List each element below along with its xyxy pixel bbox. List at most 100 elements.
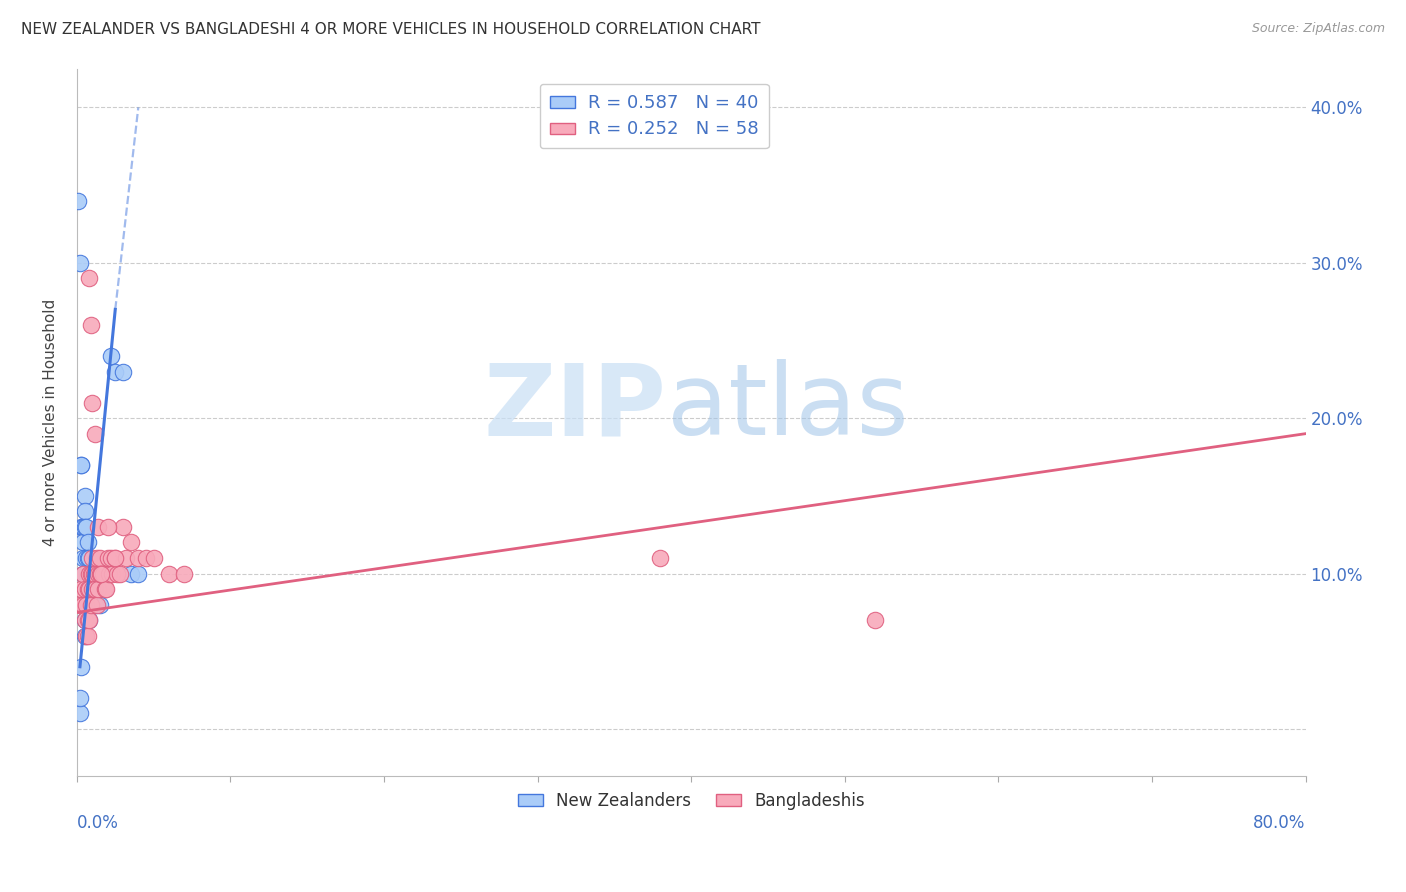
Point — [70, 582, 93, 596]
Point — [97, 520, 120, 534]
Point — [73, 598, 96, 612]
Point — [87, 520, 110, 534]
Point — [89, 598, 111, 612]
Point — [82, 582, 104, 596]
Point — [93, 582, 115, 596]
Point — [75, 598, 97, 612]
Point — [87, 582, 110, 596]
Point — [76, 629, 98, 643]
Point — [70, 659, 93, 673]
Point — [120, 535, 142, 549]
Point — [127, 551, 149, 566]
Point — [84, 582, 107, 596]
Point — [157, 566, 180, 581]
Point — [115, 551, 138, 566]
Point — [104, 551, 127, 566]
Point — [76, 598, 98, 612]
Point — [89, 566, 111, 581]
Point — [82, 598, 104, 612]
Point — [72, 598, 94, 612]
Point — [76, 535, 98, 549]
Point — [93, 582, 115, 596]
Point — [82, 551, 104, 566]
Point — [69, 256, 91, 270]
Point — [70, 520, 93, 534]
Point — [77, 566, 100, 581]
Point — [89, 551, 111, 566]
Point — [86, 551, 108, 566]
Text: 0.0%: 0.0% — [77, 814, 118, 832]
Point — [120, 566, 142, 581]
Point — [80, 566, 103, 581]
Point — [82, 566, 104, 581]
Point — [100, 551, 122, 566]
Point — [84, 426, 107, 441]
Point — [80, 598, 103, 612]
Point — [83, 566, 105, 581]
Point — [75, 551, 97, 566]
Legend: New Zealanders, Bangladeshis: New Zealanders, Bangladeshis — [510, 785, 872, 817]
Point — [76, 582, 98, 596]
Point — [73, 613, 96, 627]
Text: atlas: atlas — [666, 359, 908, 457]
Point — [105, 566, 128, 581]
Point — [72, 566, 94, 581]
Point — [77, 551, 100, 566]
Point — [72, 566, 94, 581]
Point — [77, 613, 100, 627]
Text: ZIP: ZIP — [484, 359, 666, 457]
Text: 80.0%: 80.0% — [1253, 814, 1306, 832]
Point — [77, 613, 100, 627]
Point — [127, 566, 149, 581]
Y-axis label: 4 or more Vehicles in Household: 4 or more Vehicles in Household — [44, 299, 58, 546]
Point — [84, 598, 107, 612]
Point — [101, 566, 124, 581]
Point — [104, 551, 127, 566]
Point — [94, 582, 117, 596]
Point — [98, 566, 121, 581]
Point — [90, 566, 112, 581]
Point — [73, 582, 96, 596]
Point — [69, 598, 91, 612]
Point — [77, 566, 100, 581]
Point — [70, 458, 93, 472]
Point — [100, 349, 122, 363]
Point — [80, 566, 103, 581]
Point — [73, 520, 96, 534]
Point — [70, 458, 93, 472]
Point — [90, 566, 112, 581]
Point — [82, 582, 104, 596]
Point — [111, 364, 134, 378]
Point — [91, 566, 114, 581]
Point — [111, 520, 134, 534]
Point — [104, 364, 127, 378]
Point — [75, 582, 97, 596]
Point — [73, 489, 96, 503]
Text: NEW ZEALANDER VS BANGLADESHI 4 OR MORE VEHICLES IN HOUSEHOLD CORRELATION CHART: NEW ZEALANDER VS BANGLADESHI 4 OR MORE V… — [21, 22, 761, 37]
Point — [77, 271, 100, 285]
Point — [72, 535, 94, 549]
Point — [72, 520, 94, 534]
Point — [173, 566, 195, 581]
Point — [77, 582, 100, 596]
Point — [82, 395, 104, 409]
Point — [76, 551, 98, 566]
Point — [73, 629, 96, 643]
Point — [72, 520, 94, 534]
Point — [80, 318, 103, 332]
Text: Source: ZipAtlas.com: Source: ZipAtlas.com — [1251, 22, 1385, 36]
Point — [87, 566, 110, 581]
Point — [69, 706, 91, 721]
Point — [84, 566, 107, 581]
Point — [75, 629, 97, 643]
Point — [72, 551, 94, 566]
Point — [69, 690, 91, 705]
Point — [67, 194, 90, 208]
Point — [83, 582, 105, 596]
Point — [76, 613, 98, 627]
Point — [108, 566, 131, 581]
Point — [75, 520, 97, 534]
Point — [865, 613, 887, 627]
Point — [142, 551, 165, 566]
Point — [650, 551, 672, 566]
